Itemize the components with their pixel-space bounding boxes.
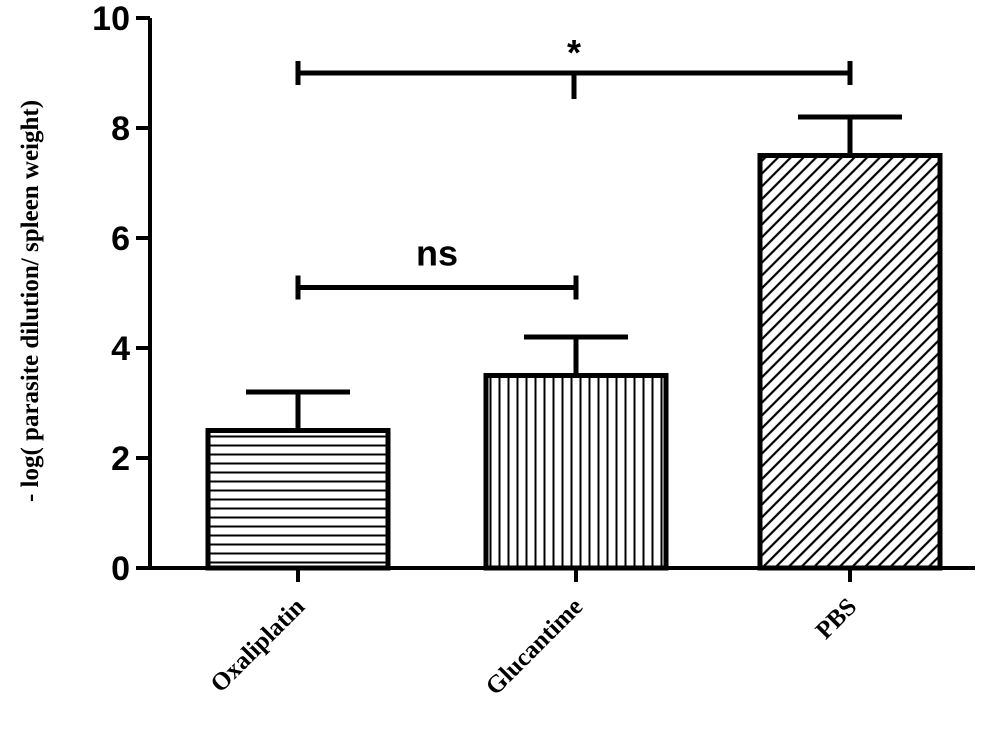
bar-glucantime <box>483 373 669 571</box>
bars <box>205 153 943 571</box>
y-tick-label: 6 <box>111 220 130 258</box>
significance-annotations: ns * <box>295 32 853 300</box>
labels: Oxaliplatin Glucantime PBS - log( parasite … <box>17 100 862 701</box>
bar-pbs <box>757 153 943 571</box>
significance-bracket: * <box>295 32 853 99</box>
bar-oxaliplatin <box>205 428 391 571</box>
y-tick-label: 10 <box>92 0 130 38</box>
significance-label: * <box>567 32 581 73</box>
x-category-label: Oxaliplatin <box>206 593 311 698</box>
significance-label: ns <box>416 233 458 274</box>
significance-bracket: ns <box>295 233 579 300</box>
y-tick-label: 2 <box>111 440 130 478</box>
x-category-label: PBS <box>811 593 863 645</box>
error-bars <box>246 114 902 431</box>
x-category-label: Glucantime <box>481 593 588 700</box>
y-tick-label: 0 <box>111 550 130 588</box>
y-tick-label: 8 <box>111 110 130 148</box>
y-tick-label: 4 <box>111 330 130 368</box>
y-axis-label: - log( parasite dilution/ spleen weight) <box>17 100 44 502</box>
